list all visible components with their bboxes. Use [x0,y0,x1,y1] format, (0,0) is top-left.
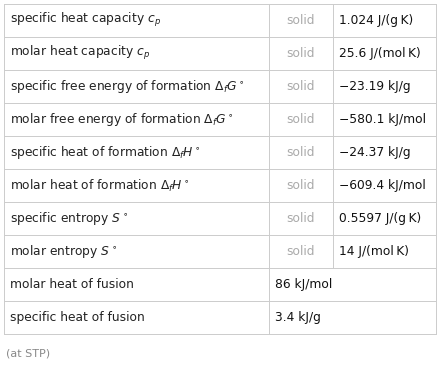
Text: 25.6 J/(mol K): 25.6 J/(mol K) [339,47,421,60]
Text: molar heat of formation $\Delta_f H^\circ$: molar heat of formation $\Delta_f H^\cir… [10,177,190,194]
Text: solid: solid [286,179,315,192]
Text: −580.1 kJ/mol: −580.1 kJ/mol [339,113,426,126]
Text: solid: solid [286,212,315,225]
Text: 1.024 J/(g K): 1.024 J/(g K) [339,14,413,27]
Text: 14 J/(mol K): 14 J/(mol K) [339,245,409,258]
Text: solid: solid [286,245,315,258]
Text: molar heat of fusion: molar heat of fusion [10,278,134,291]
Text: specific free energy of formation $\Delta_f G^\circ$: specific free energy of formation $\Delt… [10,78,245,95]
Text: 0.5597 J/(g K): 0.5597 J/(g K) [339,212,421,225]
Text: molar entropy $S^\circ$: molar entropy $S^\circ$ [10,243,117,260]
Text: specific heat of fusion: specific heat of fusion [10,311,145,324]
Text: 3.4 kJ/g: 3.4 kJ/g [275,311,321,324]
Text: solid: solid [286,14,315,27]
Text: 86 kJ/mol: 86 kJ/mol [275,278,332,291]
Text: specific entropy $S^\circ$: specific entropy $S^\circ$ [10,210,128,227]
Text: solid: solid [286,80,315,93]
Text: solid: solid [286,146,315,159]
Text: −609.4 kJ/mol: −609.4 kJ/mol [339,179,425,192]
Text: molar heat capacity $c_p$: molar heat capacity $c_p$ [10,45,150,62]
Text: specific heat capacity $c_p$: specific heat capacity $c_p$ [10,12,161,30]
Text: −24.37 kJ/g: −24.37 kJ/g [339,146,411,159]
Text: −23.19 kJ/g: −23.19 kJ/g [339,80,411,93]
Text: solid: solid [286,113,315,126]
Text: molar free energy of formation $\Delta_f G^\circ$: molar free energy of formation $\Delta_f… [10,111,234,128]
Text: (at STP): (at STP) [6,348,50,358]
Text: solid: solid [286,47,315,60]
Text: specific heat of formation $\Delta_f H^\circ$: specific heat of formation $\Delta_f H^\… [10,144,201,161]
